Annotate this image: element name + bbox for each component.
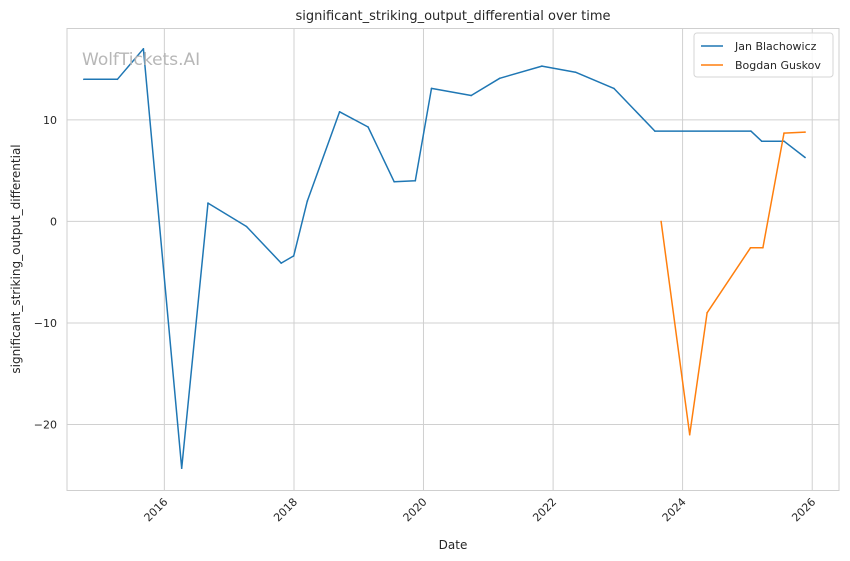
watermark: WolfTickets.AI <box>82 50 200 70</box>
x-tick-label: 2022 <box>530 495 559 524</box>
x-tick-label: 2020 <box>401 495 430 524</box>
series-line <box>83 48 806 469</box>
data-point <box>292 255 295 257</box>
data-point <box>574 71 577 73</box>
series-bogdan-guskov <box>660 131 806 436</box>
data-point <box>762 247 764 249</box>
data-point <box>245 225 248 228</box>
data-point <box>660 220 662 223</box>
data-point <box>414 180 417 182</box>
data-point <box>393 181 396 183</box>
data-point <box>367 126 369 128</box>
data-point <box>541 65 543 67</box>
data-point <box>760 140 763 142</box>
data-point <box>338 111 341 113</box>
data-point <box>430 87 433 90</box>
data-point <box>783 132 785 134</box>
x-tick-label: 2024 <box>660 495 689 524</box>
grid <box>67 28 839 491</box>
legend-label: Bogdan Guskov <box>735 59 821 72</box>
data-point <box>654 130 656 132</box>
y-tick-label: 0 <box>50 215 57 228</box>
data-point <box>498 77 501 80</box>
data-point <box>804 131 806 133</box>
data-point <box>783 140 785 142</box>
series-jan-blachowicz <box>83 48 806 470</box>
data-point <box>750 130 752 132</box>
legend: Jan Blachowicz Bogdan Guskov <box>693 32 834 78</box>
data-point <box>116 78 119 81</box>
y-axis-label: significant_striking_output_differential <box>9 144 23 373</box>
data-point <box>804 156 806 159</box>
y-tick-label: 10 <box>43 114 57 127</box>
data-point <box>749 247 752 249</box>
x-tick-label: 2016 <box>141 495 170 524</box>
legend-label: Jan Blachowicz <box>734 40 817 53</box>
series-lines <box>83 48 806 470</box>
x-tick-label: 2026 <box>789 495 818 524</box>
x-tick-label: 2018 <box>271 495 300 524</box>
x-axis-label: Date <box>439 538 468 552</box>
legend-box <box>693 32 834 78</box>
data-point <box>306 200 309 202</box>
y-tick-label: −10 <box>34 317 57 330</box>
axis-ticks: 2016 2018 2020 2022 2024 2026 −20 −10 0 10 <box>34 114 819 525</box>
data-point <box>613 87 615 90</box>
y-tick-label: −20 <box>34 419 57 432</box>
data-point <box>83 78 85 81</box>
data-point <box>207 202 209 204</box>
data-point <box>706 312 708 314</box>
data-point <box>280 262 283 264</box>
data-point <box>180 467 183 470</box>
data-point <box>470 94 473 97</box>
data-point <box>142 48 145 50</box>
plot-area-frame <box>66 28 840 491</box>
data-point <box>688 433 691 436</box>
chart-title: significant_striking_output_differential… <box>296 9 611 24</box>
